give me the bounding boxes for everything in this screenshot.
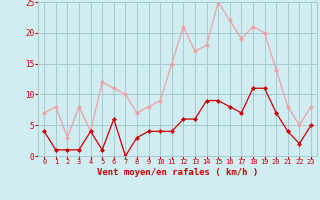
X-axis label: Vent moyen/en rafales ( km/h ): Vent moyen/en rafales ( km/h ) bbox=[97, 168, 258, 177]
